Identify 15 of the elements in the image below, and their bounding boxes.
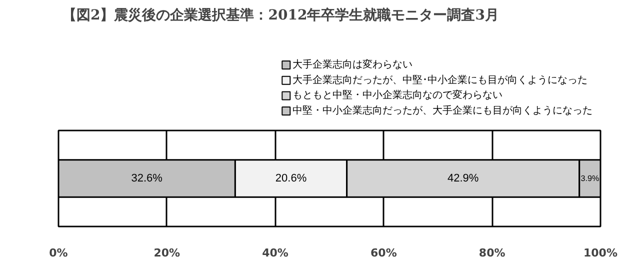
legend-label: もともと中堅・中小企業志向なので変わらない: [292, 89, 503, 102]
legend-label: 中堅・中小企業志向だったが、大手企業にも目が向くようになった: [292, 104, 593, 117]
data-label: 20.6%: [275, 172, 307, 184]
x-tick-label: 40%: [262, 246, 288, 260]
data-label: 42.9%: [448, 172, 479, 184]
data-label: 3.9%: [580, 174, 600, 183]
x-tick-label: 60%: [370, 246, 397, 260]
x-tick-label: 0%: [49, 246, 68, 260]
x-tick-label: 100%: [584, 246, 618, 260]
chart-title: 【図2】震災後の企業選択基準：2012年卒学生就職モニター調査3月: [62, 6, 499, 24]
x-tick-label: 80%: [478, 246, 506, 260]
data-label: 32.6%: [131, 172, 163, 184]
x-tick-label: 20%: [154, 246, 180, 260]
legend-label: 大手企業志向は変わらない: [292, 58, 413, 70]
legend-label: 大手企業志向だったが、中堅･中小企業にも目が向くようになった: [292, 74, 588, 86]
